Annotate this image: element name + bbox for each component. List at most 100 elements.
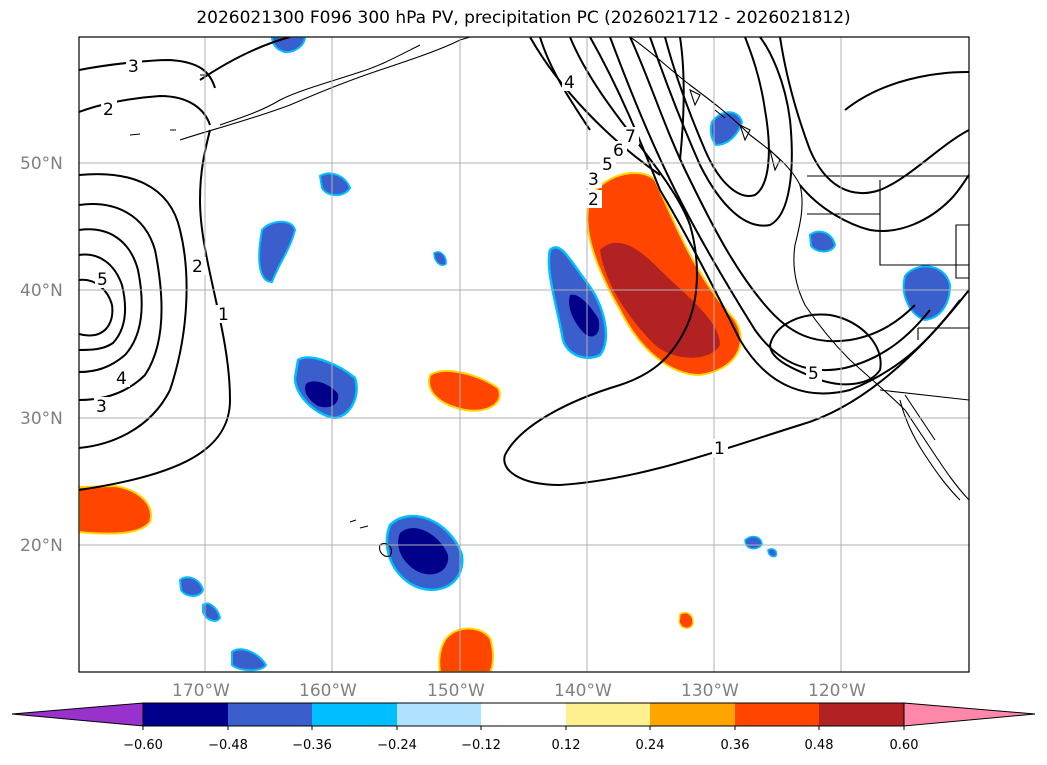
lon-label-160w: 160°W <box>299 681 357 701</box>
precip-negative-hawaii-core <box>398 528 449 575</box>
contour-2-west-top <box>79 94 211 126</box>
contour-label-1: 3 <box>128 57 139 77</box>
colorbar-tick-8: 0.36 <box>721 738 750 753</box>
state-border-1 <box>807 213 969 266</box>
contour-label-10: 6 <box>613 141 624 161</box>
colorbar-tick-1: −0.60 <box>123 738 163 753</box>
colorbar-bin-9 <box>819 703 904 726</box>
longitude-labels: 170°W 160°W 150°W 140°W 130°W 120°W <box>172 681 866 701</box>
precip-negative-east-core <box>569 294 600 337</box>
state-border-2 <box>879 180 969 279</box>
colorbar-tick-5: −0.12 <box>461 738 501 753</box>
contour-label-14: 5 <box>808 364 819 384</box>
lon-label-120w: 120°W <box>808 681 866 701</box>
precip-negative-small-blob-4 <box>744 535 763 550</box>
contour-5-loop <box>768 313 882 386</box>
colorbar-bin-4 <box>397 703 481 726</box>
colorbar-tick-7: 0.24 <box>636 738 665 753</box>
contour-east-bump <box>799 174 969 232</box>
contour-east-north-2 <box>844 71 969 111</box>
lon-label-150w: 150°W <box>427 681 485 701</box>
contour-label-11: 5 <box>602 155 613 175</box>
contour-7 <box>664 37 770 197</box>
lon-label-170w: 170°W <box>172 681 230 701</box>
precip-positive-south-blob <box>438 627 494 672</box>
contour-1-west <box>79 129 232 491</box>
map-title: 2026021300 F096 300 hPa PV, precipitatio… <box>196 8 851 28</box>
precip-negative-small-blob-2 <box>433 251 447 266</box>
precip-negative-nw-blob <box>258 220 297 284</box>
precip-positive-small-blob <box>678 612 694 629</box>
contour-label-5: 3 <box>96 397 107 417</box>
contour-label-13: 2 <box>588 190 599 210</box>
lat-label-50n: 50°N <box>20 154 63 174</box>
colorbar-bin-1 <box>143 703 228 726</box>
lat-label-30n: 30°N <box>20 409 63 429</box>
colorbar: −0.60 −0.48 −0.36 −0.24 −0.12 0.12 0.24 … <box>11 702 1036 753</box>
precip-negative-small-blob-3 <box>808 230 837 253</box>
contour-3 <box>609 37 931 372</box>
contour-label-6: 2 <box>192 257 203 277</box>
colorbar-tick-3: −0.36 <box>292 738 332 753</box>
lat-label-20n: 20°N <box>20 536 63 556</box>
contour-west-ellipse-outer <box>79 173 188 449</box>
colorbar-frame <box>142 702 905 727</box>
colorbar-bin-2 <box>228 703 312 726</box>
contour-west-ellipse-4 <box>79 253 126 351</box>
contour-6 <box>649 37 793 227</box>
precip-positive-fields <box>79 171 742 672</box>
colorbar-extend-high <box>903 702 1036 727</box>
contour-label-2: 2 <box>103 100 114 120</box>
precip-negative-fields <box>178 37 952 672</box>
colorbar-bin-7 <box>650 703 735 726</box>
contour-north-1 <box>539 37 685 161</box>
colorbar-bin-5 <box>481 703 566 726</box>
colorbar-bin-6 <box>566 703 650 726</box>
contour-west-ellipse-2 <box>79 203 163 401</box>
lat-label-40n: 40°N <box>20 281 63 301</box>
precip-positive-main-core <box>600 242 720 358</box>
precip-positive-west-blob <box>79 484 152 535</box>
contour-labels: 3 2 5 4 3 2 1 4 7 6 5 3 2 5 <box>94 57 822 459</box>
colorbar-extend-low <box>11 702 144 727</box>
baja-coast <box>899 399 961 501</box>
colorbar-bin-3 <box>312 703 397 726</box>
contour-label-9: 7 <box>625 127 636 147</box>
contour-east-north <box>779 37 969 195</box>
colorbar-tick-2: −0.48 <box>208 738 248 753</box>
bc-islands <box>689 88 781 172</box>
colorbar-tick-6: 0.12 <box>552 738 581 753</box>
precip-negative-central-core <box>305 381 339 408</box>
state-border-3 <box>917 327 969 340</box>
lon-label-130w: 130°W <box>681 681 739 701</box>
north-america-coast <box>629 37 969 501</box>
contour-label-15: 1 <box>714 439 725 459</box>
precip-negative-small-blob-1 <box>318 172 352 197</box>
contour-label-12: 3 <box>588 170 599 190</box>
map-frame <box>78 36 970 673</box>
contour-label-8: 4 <box>564 73 575 93</box>
precip-negative-coast-blob <box>902 265 952 322</box>
map-content: 3 2 5 4 3 2 1 4 7 6 5 3 2 5 <box>79 37 969 672</box>
mexico-border <box>879 389 969 401</box>
colorbar-tick-4: −0.24 <box>377 738 417 753</box>
lon-label-140w: 140°W <box>554 681 612 701</box>
colorbar-tick-9: 0.48 <box>805 738 834 753</box>
colorbar-tick-10: 0.60 <box>890 738 919 753</box>
contour-label-4: 4 <box>116 369 127 389</box>
graticule <box>79 37 969 672</box>
hawaii-islands <box>349 519 392 557</box>
precip-negative-south-blob-3 <box>231 648 268 672</box>
contour-west-ellipse-3 <box>79 228 143 373</box>
contour-4 <box>629 37 916 343</box>
colorbar-bin-8 <box>735 703 819 726</box>
latitude-labels: 50°N 40°N 30°N 20°N <box>20 154 63 556</box>
precip-negative-south-blob-1 <box>178 576 205 597</box>
precip-negative-small-blob-5 <box>767 548 778 558</box>
alaska-peninsula <box>219 44 421 126</box>
map-panel <box>79 37 969 672</box>
contour-label-3: 5 <box>97 270 108 290</box>
contour-label-7: 1 <box>218 305 229 325</box>
colorbar-tick-marks <box>142 726 905 730</box>
